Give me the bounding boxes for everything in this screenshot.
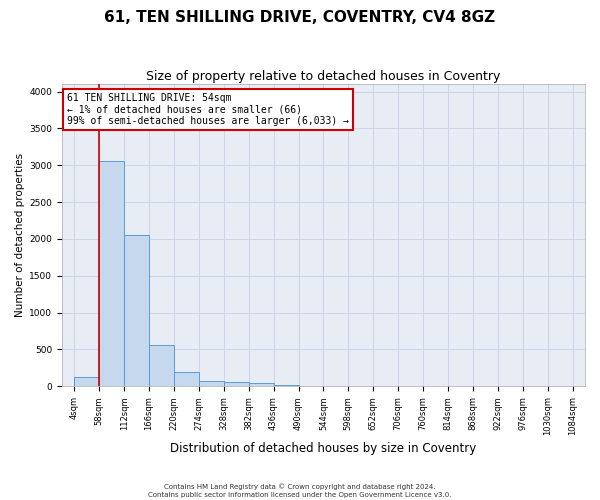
Bar xyxy=(174,372,199,386)
Text: Contains HM Land Registry data © Crown copyright and database right 2024.
Contai: Contains HM Land Registry data © Crown c… xyxy=(148,484,452,498)
Text: 61 TEN SHILLING DRIVE: 54sqm
← 1% of detached houses are smaller (66)
99% of sem: 61 TEN SHILLING DRIVE: 54sqm ← 1% of det… xyxy=(67,93,349,126)
Text: 61, TEN SHILLING DRIVE, COVENTRY, CV4 8GZ: 61, TEN SHILLING DRIVE, COVENTRY, CV4 8G… xyxy=(104,10,496,25)
Title: Size of property relative to detached houses in Coventry: Size of property relative to detached ho… xyxy=(146,70,500,83)
Bar xyxy=(224,382,249,386)
Bar xyxy=(149,345,174,387)
Bar xyxy=(274,385,299,386)
Bar xyxy=(74,377,99,386)
Bar xyxy=(124,234,149,386)
X-axis label: Distribution of detached houses by size in Coventry: Distribution of detached houses by size … xyxy=(170,442,476,455)
Bar xyxy=(99,161,124,386)
Y-axis label: Number of detached properties: Number of detached properties xyxy=(15,153,25,318)
Bar xyxy=(199,381,224,386)
Bar xyxy=(249,384,274,386)
